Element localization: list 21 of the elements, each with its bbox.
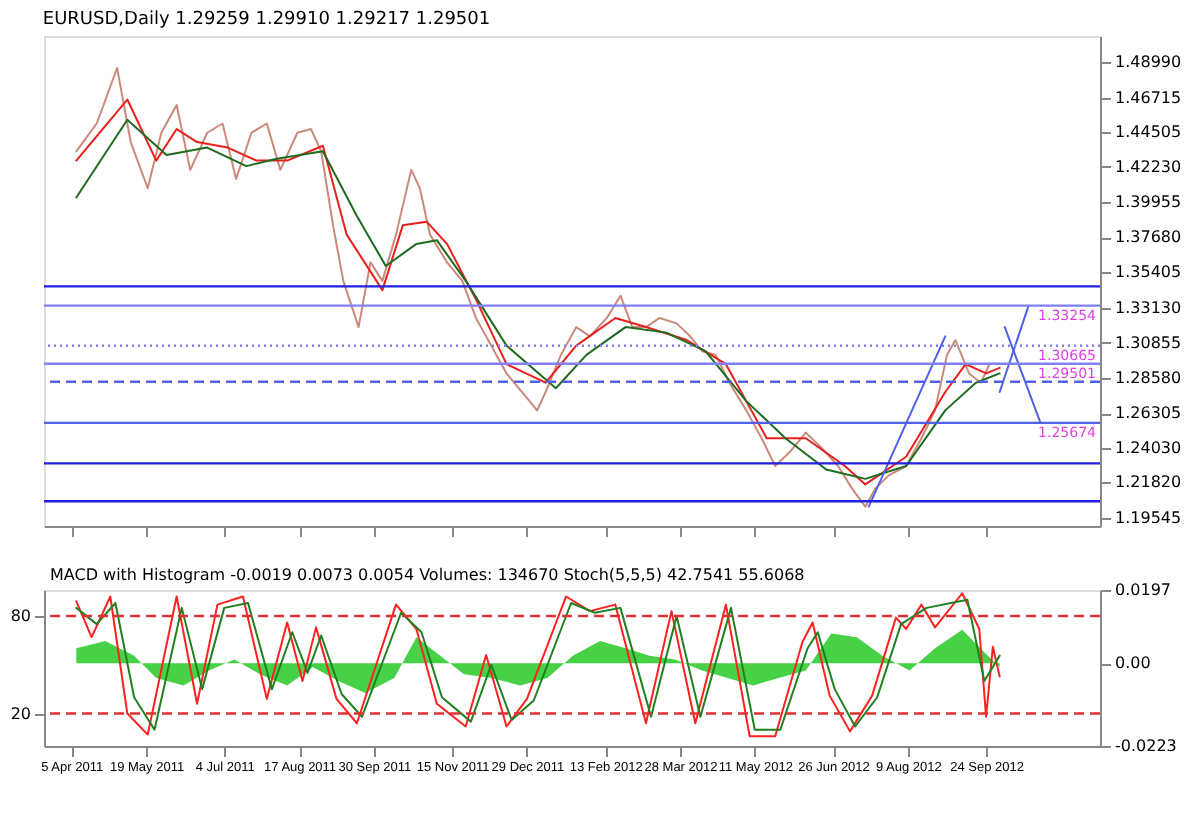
- y-tick-label: 1.48990: [1115, 53, 1182, 72]
- y-tick-label: 1.30855: [1115, 333, 1182, 352]
- y2-tick-label: 0.00: [1115, 654, 1151, 673]
- y-tick-label: 1.19545: [1115, 508, 1182, 527]
- y-tick-label: 20: [10, 704, 31, 723]
- y2-tick-label: 0.0197: [1115, 581, 1171, 599]
- y-tick-label: 1.46715: [1115, 88, 1182, 107]
- y-tick-label: 1.33130: [1115, 298, 1182, 317]
- y-tick-label: 1.44505: [1115, 122, 1182, 141]
- text: MACD with Histogram -0.0019 0.0073 0.0054 Volumes: 134670 Stoch(5,5,5) 42.7541 55.6068: [50, 566, 805, 584]
- chart-title: EURUSD,Daily 1.29259 1.29910 1.29217 1.29501: [42, 10, 491, 30]
- y-tick-label: 1.26305: [1115, 404, 1182, 423]
- y-tick-label: 1.35405: [1115, 263, 1182, 282]
- y-tick-label: 1.42230: [1115, 157, 1182, 176]
- y-tick-label: 1.39955: [1115, 193, 1182, 212]
- y-tick-label: 80: [10, 607, 31, 625]
- y-tick-label: 1.37680: [1115, 228, 1182, 247]
- y-tick-label: 1.21820: [1115, 473, 1182, 492]
- y2-tick-label: -0.0223: [1115, 737, 1177, 755]
- y-tick-label: 1.28580: [1115, 368, 1182, 387]
- y-tick-label: 1.24030: [1115, 439, 1182, 458]
